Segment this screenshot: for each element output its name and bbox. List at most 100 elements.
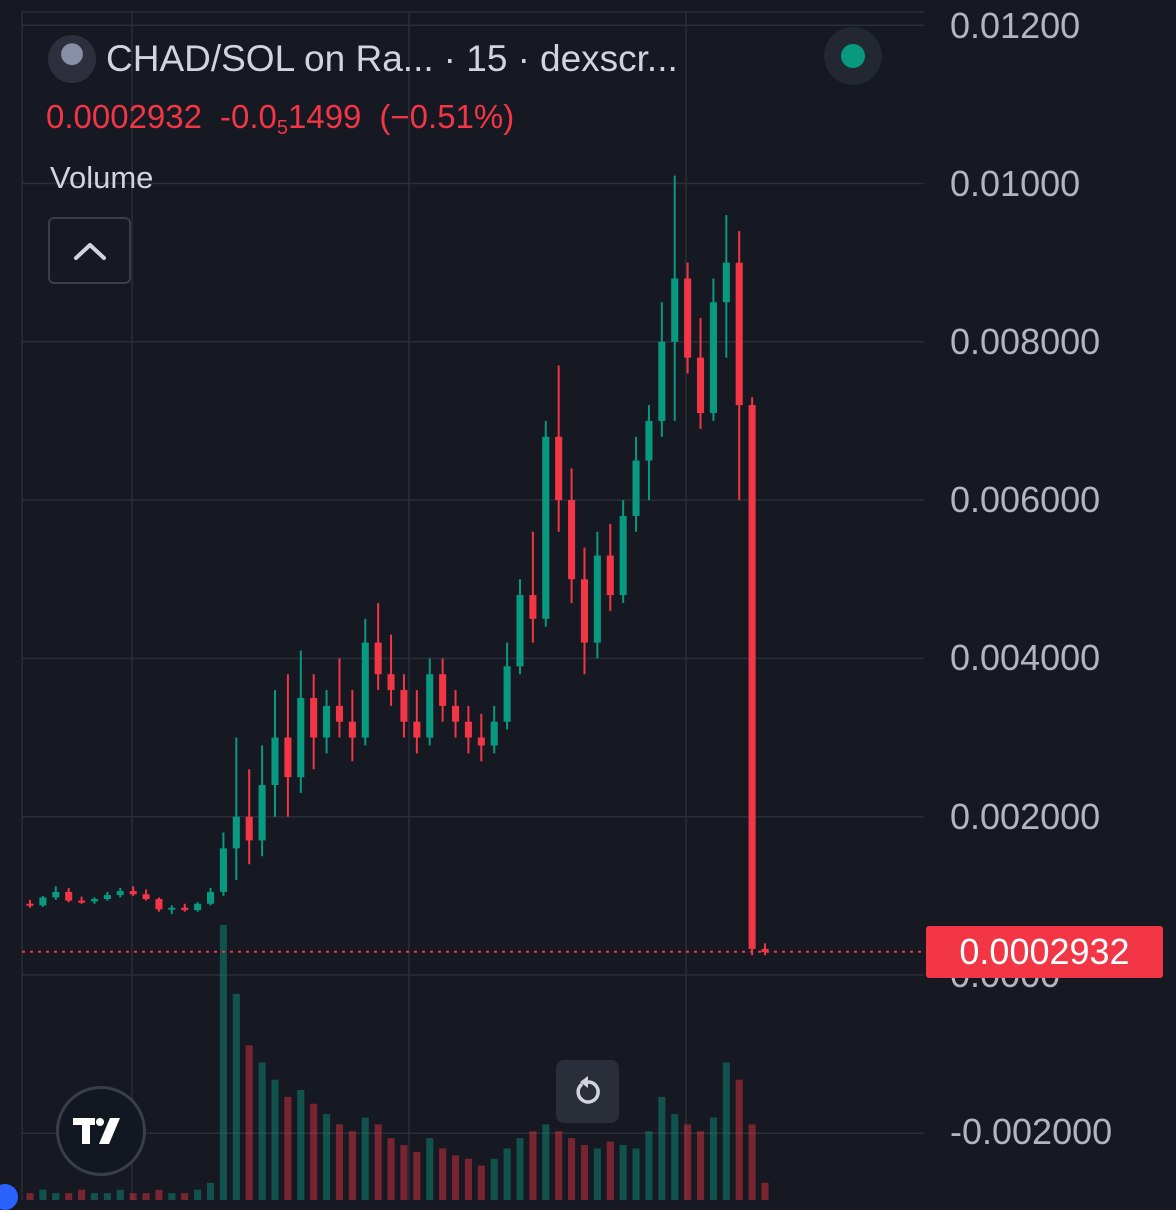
candle-body [593, 555, 601, 643]
volume-bar [129, 1193, 137, 1200]
candle-body [78, 900, 86, 903]
price-change: -0.051499 [220, 98, 362, 139]
volume-bar [400, 1145, 408, 1200]
candle-body [477, 737, 485, 746]
candle-body [194, 903, 202, 911]
volume-bar [568, 1138, 576, 1200]
volume-bar [52, 1193, 60, 1200]
candle-body [696, 357, 705, 414]
candle-body [542, 436, 550, 619]
volume-bar [26, 1193, 34, 1200]
collapse-indicators-button[interactable] [48, 217, 131, 284]
candle-body [65, 891, 73, 901]
volume-bar [39, 1189, 47, 1200]
volume-bar [503, 1148, 511, 1200]
candle-body [387, 674, 395, 691]
volume-bar [490, 1158, 498, 1200]
volume-bar [103, 1193, 111, 1200]
volume-bar [748, 1124, 756, 1200]
candle-body [323, 705, 331, 738]
candle-body [361, 642, 369, 738]
tradingview-logo-icon [73, 1118, 120, 1144]
volume-bar [258, 1062, 266, 1200]
chevron-up-icon [73, 242, 106, 260]
candle-body [632, 460, 640, 516]
live-status-button[interactable] [824, 27, 882, 85]
y-axis-tick: 0.004000 [950, 637, 1101, 678]
candle-body [645, 420, 653, 461]
candle-body [103, 895, 111, 900]
live-status-icon [841, 44, 865, 68]
volume-bar [65, 1193, 73, 1200]
last-price-tag: 0.0002932 [926, 926, 1163, 978]
volume-bar [297, 1090, 305, 1200]
last-price: 0.0002932 [46, 98, 202, 135]
candle-body [284, 737, 292, 778]
candle-body [155, 899, 163, 910]
volume-bar [632, 1148, 640, 1200]
candle-body [464, 721, 472, 738]
candle-body [219, 848, 227, 892]
candle-body [413, 721, 421, 738]
candle-body [52, 891, 60, 898]
y-axis-tick: -0.002000 [950, 1111, 1113, 1152]
candle-body [374, 642, 382, 675]
volume-bar [271, 1079, 279, 1200]
candle-body [658, 341, 666, 421]
volume-bar [722, 1062, 730, 1200]
volume-bar [709, 1117, 717, 1200]
candle-body [400, 690, 408, 722]
candle-body [684, 278, 692, 358]
volume-bar [194, 1189, 202, 1200]
price-change-line: 0.0002932 -0.051499 (−0.51%) [46, 98, 514, 140]
candle-body [709, 302, 717, 414]
candle-body [490, 721, 498, 746]
volume-indicator-label[interactable]: Volume [50, 160, 154, 195]
volume-bar [426, 1138, 434, 1200]
volume-bar [696, 1131, 705, 1200]
volume-bar [451, 1155, 460, 1200]
tradingview-logo-button[interactable] [56, 1086, 146, 1176]
symbol-title: CHAD/SOL on Ra... [106, 38, 434, 79]
volume-bar [477, 1165, 485, 1200]
candle-body [748, 405, 756, 949]
candle-body [232, 816, 240, 849]
volume-bar [735, 1079, 743, 1200]
volume-bar [181, 1193, 189, 1200]
reset-chart-button[interactable] [556, 1060, 619, 1123]
volume-bar [245, 1045, 253, 1200]
volume-bar [580, 1145, 589, 1200]
source-label: dexscr... [540, 38, 678, 79]
volume-bar [323, 1114, 331, 1200]
volume-bar [387, 1138, 395, 1200]
candle-body [90, 899, 99, 902]
volume-bar [90, 1193, 99, 1200]
volume-bar [348, 1131, 356, 1200]
y-axis-tick: 0.01200 [950, 5, 1081, 46]
volume-bar [606, 1141, 614, 1200]
volume-bar [374, 1124, 382, 1200]
interval-label: · 15 · [443, 38, 530, 79]
volume-bar [310, 1103, 318, 1200]
candle-body [722, 262, 730, 303]
candle-body [606, 555, 614, 596]
candle-body [258, 785, 266, 841]
candle-body [439, 674, 447, 706]
volume-bar [206, 1182, 215, 1200]
y-axis-tick: 0.002000 [950, 796, 1101, 837]
volume-bar [555, 1131, 563, 1200]
y-axis-tick: 0.01000 [950, 163, 1081, 204]
symbol-header[interactable]: CHAD/SOL on Ra... · 15 · dexscr... [48, 35, 678, 83]
volume-bar [168, 1193, 176, 1200]
volume-bar [529, 1131, 537, 1200]
candle-body [39, 897, 47, 906]
candle-body [245, 816, 253, 841]
candle-body [761, 948, 769, 953]
volume-bar [761, 1182, 769, 1200]
volume-bar [542, 1124, 550, 1200]
volume-bar [142, 1193, 150, 1200]
candle-body [568, 500, 576, 580]
volume-bar [232, 993, 240, 1200]
candle-body [503, 666, 511, 722]
